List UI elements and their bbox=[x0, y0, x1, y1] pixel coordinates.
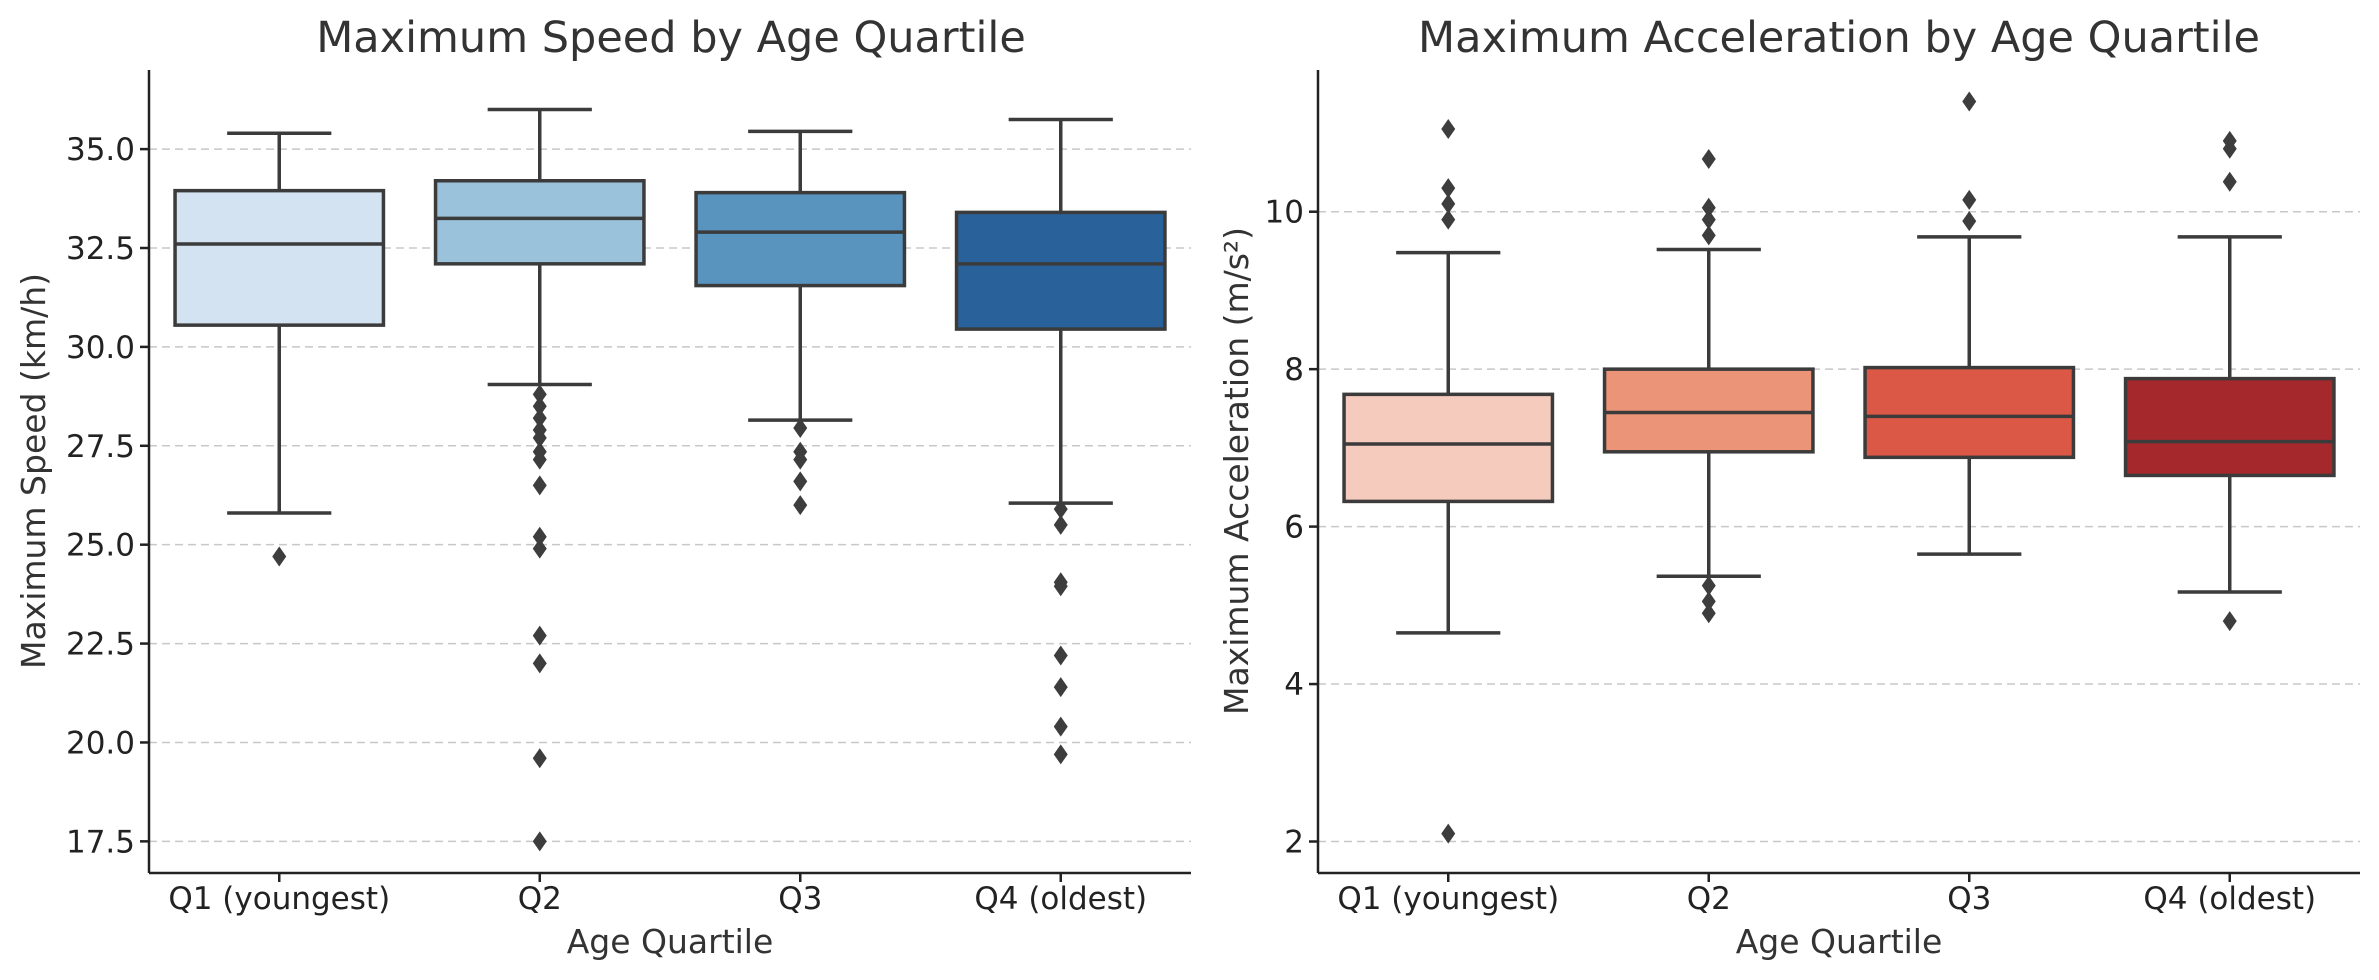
acceleration-y-tick-label: 6 bbox=[1284, 510, 1304, 546]
speed-outlier-point bbox=[532, 408, 547, 429]
acceleration-x-tick-label: Q1 (youngest) bbox=[1337, 881, 1559, 917]
speed-y-tick-label: 25.0 bbox=[66, 528, 135, 564]
acceleration-y-axis-label: Maximum Acceleration (m/s²) bbox=[1217, 227, 1256, 715]
acceleration-outlier-point bbox=[1962, 211, 1977, 232]
acceleration-outlier-point bbox=[2222, 138, 2237, 159]
acceleration-box-group bbox=[1602, 148, 1815, 624]
acceleration-outlier-point bbox=[2222, 171, 2237, 192]
acceleration-outlier-point bbox=[1441, 119, 1456, 140]
acceleration-y-tick-label: 4 bbox=[1284, 667, 1304, 703]
speed-y-tick-label: 30.0 bbox=[66, 330, 135, 366]
acceleration-y-tick-label: 8 bbox=[1284, 352, 1304, 388]
acceleration-box bbox=[1863, 365, 2076, 460]
acceleration-outlier-point bbox=[1701, 209, 1716, 230]
acceleration-outlier-point bbox=[1441, 209, 1456, 230]
speed-chart-title: Maximum Speed by Age Quartile bbox=[316, 13, 1026, 63]
speed-y-tick-label: 20.0 bbox=[66, 725, 135, 761]
speed-outlier-point bbox=[793, 449, 808, 470]
acceleration-box-group bbox=[2123, 130, 2336, 632]
speed-outlier-point bbox=[1053, 499, 1068, 520]
acceleration-outlier-point bbox=[1962, 91, 1977, 112]
acceleration-y-tick-label: 2 bbox=[1284, 825, 1304, 861]
speed-outlier-point bbox=[532, 427, 547, 448]
speed-outlier-point bbox=[272, 546, 287, 567]
speed-box-group bbox=[694, 129, 907, 516]
acceleration-outlier-point bbox=[1962, 189, 1977, 210]
speed-outlier-point bbox=[1053, 514, 1068, 535]
acceleration-box bbox=[2123, 376, 2336, 478]
speed-y-tick-label: 17.5 bbox=[66, 824, 135, 860]
acceleration-outlier-point bbox=[1701, 591, 1716, 612]
speed-chart: Maximum Speed by Age Quartile 17.5 20.0 22… bbox=[14, 13, 1191, 961]
speed-box bbox=[433, 179, 646, 266]
speed-outlier-point bbox=[532, 538, 547, 559]
speed-outlier-point bbox=[793, 417, 808, 438]
acceleration-box-group bbox=[1863, 91, 2076, 556]
acceleration-y-tick-label: 10 bbox=[1265, 195, 1304, 231]
speed-y-tick-label: 27.5 bbox=[66, 429, 135, 465]
speed-outlier-point bbox=[1053, 645, 1068, 666]
speed-outlier-point bbox=[532, 748, 547, 769]
acceleration-x-axis-label: Age Quartile bbox=[1736, 922, 1943, 961]
speed-outlier-point bbox=[532, 653, 547, 674]
acceleration-chart: Maximum Acceleration by Age Quartile 2 4 6… bbox=[1217, 13, 2360, 961]
acceleration-box bbox=[1342, 392, 1555, 504]
acceleration-x-tick-label: Q4 (oldest) bbox=[2143, 881, 2316, 917]
acceleration-outlier-point bbox=[1441, 178, 1456, 199]
acceleration-x-tick-label: Q3 bbox=[1947, 881, 1991, 917]
speed-box bbox=[694, 190, 907, 288]
acceleration-x-tick-label: Q2 bbox=[1687, 881, 1731, 917]
speed-outlier-point bbox=[532, 625, 547, 646]
speed-box-group bbox=[433, 107, 646, 852]
acceleration-outlier-point bbox=[1701, 148, 1716, 169]
speed-x-axis-label: Age Quartile bbox=[567, 922, 774, 961]
acceleration-outlier-point bbox=[1701, 603, 1716, 624]
speed-outlier-point bbox=[532, 396, 547, 417]
speed-outlier-point bbox=[532, 449, 547, 470]
speed-outlier-point bbox=[793, 471, 808, 492]
speed-outlier-point bbox=[1053, 677, 1068, 698]
acceleration-outlier-point bbox=[1441, 823, 1456, 844]
speed-y-tick-label: 35.0 bbox=[66, 132, 135, 168]
speed-outlier-point bbox=[1053, 744, 1068, 765]
acceleration-box-group bbox=[1342, 119, 1555, 844]
speed-outlier-point bbox=[532, 831, 547, 852]
speed-outlier-point bbox=[532, 526, 547, 547]
speed-x-tick-label: Q3 bbox=[778, 881, 822, 917]
speed-box bbox=[173, 188, 386, 327]
acceleration-outlier-point bbox=[1701, 225, 1716, 246]
acceleration-outlier-point bbox=[1701, 197, 1716, 218]
speed-y-tick-label: 32.5 bbox=[66, 231, 135, 267]
acceleration-outlier-point bbox=[2222, 611, 2237, 632]
speed-x-tick-label: Q2 bbox=[518, 881, 562, 917]
speed-x-tick-label: Q4 (oldest) bbox=[974, 881, 1147, 917]
speed-outlier-point bbox=[1053, 576, 1068, 597]
speed-outlier-point bbox=[793, 495, 808, 516]
speed-outlier-point bbox=[532, 384, 547, 405]
acceleration-chart-title: Maximum Acceleration by Age Quartile bbox=[1418, 13, 2260, 63]
speed-box bbox=[954, 210, 1167, 331]
speed-outlier-point bbox=[532, 475, 547, 496]
speed-y-axis-label: Maximum Speed (km/h) bbox=[14, 273, 53, 669]
speed-box-group bbox=[954, 117, 1167, 765]
speed-y-tick-label: 22.5 bbox=[66, 627, 135, 663]
speed-outlier-point bbox=[1053, 716, 1068, 737]
acceleration-outlier-point bbox=[1441, 193, 1456, 214]
speed-x-tick-label: Q1 (youngest) bbox=[168, 881, 390, 917]
speed-box-group bbox=[173, 131, 386, 567]
acceleration-box bbox=[1602, 367, 1815, 454]
acceleration-outlier-point bbox=[1701, 575, 1716, 596]
